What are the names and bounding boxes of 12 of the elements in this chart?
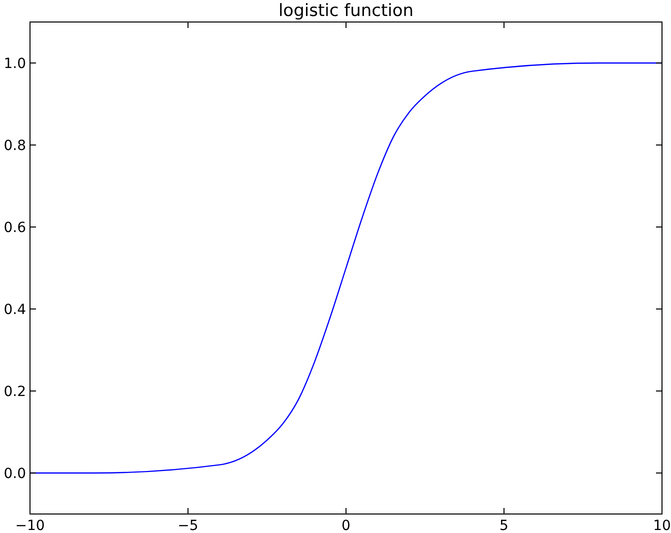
x-tick-label: 10: [653, 518, 671, 533]
x-tick-label: −10: [15, 518, 45, 533]
y-tick-label: 0.4: [4, 302, 26, 318]
x-tick-label: 0: [342, 518, 350, 533]
y-tick-label: 0.0: [4, 466, 26, 482]
chart-title: logistic function: [278, 1, 414, 21]
y-tick-label: 0.6: [4, 220, 26, 236]
x-tick-label: −5: [178, 518, 198, 533]
x-tick-label: 5: [500, 518, 508, 533]
y-tick-label: 0.8: [4, 138, 26, 154]
y-tick-label: 0.2: [4, 384, 26, 400]
y-tick-label: 1.0: [4, 56, 26, 72]
